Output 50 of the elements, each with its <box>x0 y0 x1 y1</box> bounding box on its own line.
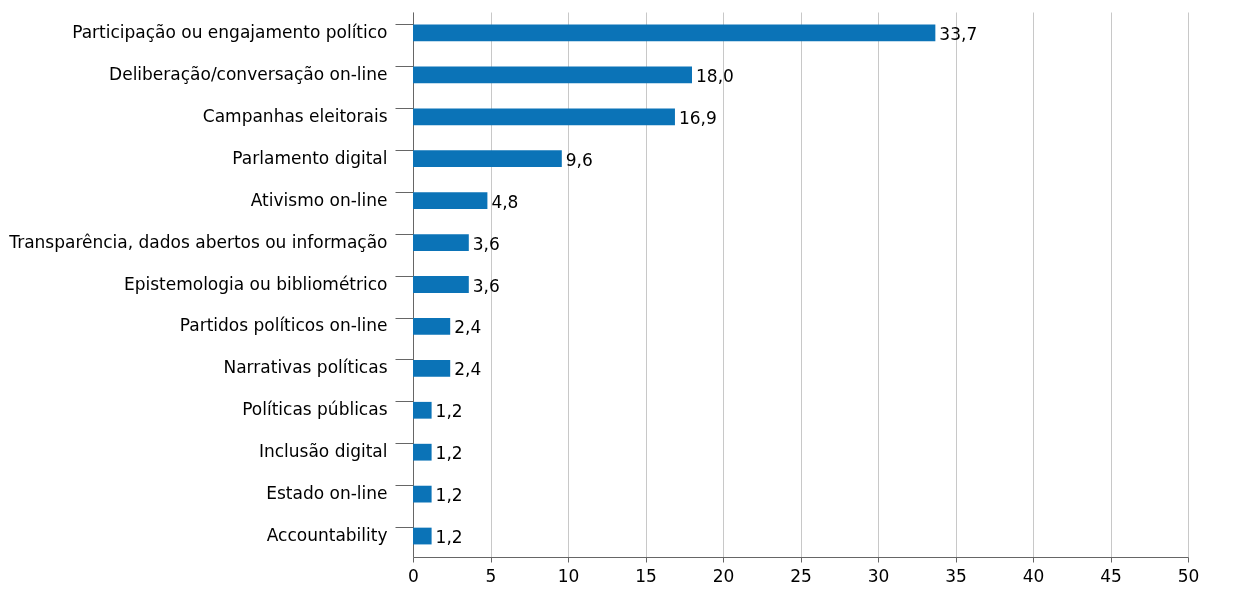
bar <box>413 485 432 503</box>
x-tick-label: 5 <box>485 565 497 586</box>
y-tick-label: Deliberação/conversação on-line <box>109 63 388 84</box>
bar <box>413 401 432 419</box>
data-label: 1,2 <box>435 401 463 422</box>
x-tick-label: 15 <box>635 565 657 586</box>
x-tick-label: 25 <box>790 565 812 586</box>
data-label: 18,0 <box>696 65 734 86</box>
bar <box>413 24 936 42</box>
x-tick-label: 30 <box>867 565 890 586</box>
x-tick-label: 45 <box>1100 565 1122 586</box>
y-tick-label: Accountability <box>266 525 388 546</box>
bar <box>413 108 675 126</box>
data-label: 3,6 <box>472 275 500 296</box>
y-tick-label: Narrativas políticas <box>223 357 388 378</box>
data-label: 2,4 <box>454 317 482 338</box>
y-tick-label: Participação ou engajamento político <box>72 21 388 42</box>
y-tick-label: Inclusão digital <box>258 441 388 462</box>
data-label: 9,6 <box>565 149 593 170</box>
x-tick-label: 35 <box>945 565 967 586</box>
y-tick-label: Ativismo on-line <box>250 189 388 210</box>
bar <box>413 359 451 377</box>
bar <box>413 527 432 545</box>
bar <box>413 192 488 210</box>
y-tick-label: Políticas públicas <box>242 399 388 420</box>
y-tick-label: Parlamento digital <box>232 147 388 168</box>
data-label: 2,4 <box>454 359 482 380</box>
data-label: 4,8 <box>491 191 519 212</box>
bar <box>413 318 451 335</box>
y-tick-label: Transparência, dados abertos ou informação <box>8 231 388 252</box>
x-tick-label: 50 <box>1177 565 1200 586</box>
x-tick-label: 0 <box>408 565 419 586</box>
bar <box>413 150 562 168</box>
data-label: 3,6 <box>472 233 500 254</box>
bar <box>413 234 469 251</box>
bar <box>413 66 692 84</box>
data-label: 16,9 <box>678 107 717 128</box>
y-tick-label: Partidos políticos on-line <box>179 315 388 336</box>
data-label: 33,7 <box>939 23 978 44</box>
bar <box>413 276 469 293</box>
x-tick-label: 20 <box>712 565 735 586</box>
y-tick-label: Epistemologia ou bibliométrico <box>123 273 388 294</box>
bar <box>413 443 432 461</box>
x-tick-label: 10 <box>557 565 580 586</box>
data-label: 1,2 <box>435 443 463 464</box>
data-label: 1,2 <box>435 527 463 548</box>
data-label: 1,2 <box>435 485 463 506</box>
y-tick-label: Campanhas eleitorais <box>202 105 388 126</box>
y-tick-label: Estado on-line <box>266 483 388 504</box>
x-tick-label: 40 <box>1022 565 1045 586</box>
